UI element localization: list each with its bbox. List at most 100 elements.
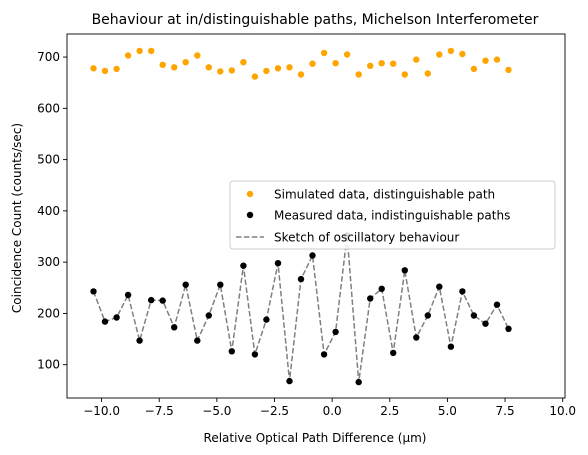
legend-marker-simulated	[246, 190, 254, 198]
simulated-point	[263, 67, 270, 75]
measured-point	[332, 328, 339, 336]
simulated-point	[367, 62, 374, 69]
measured-point	[309, 252, 316, 259]
measured-point	[355, 378, 362, 386]
simulated-point	[401, 71, 408, 78]
measured-point	[263, 316, 270, 323]
simulated-point	[378, 60, 385, 67]
measured-point	[413, 334, 420, 341]
legend-label: Measured data, indistinguishable paths	[274, 209, 510, 223]
measured-point	[378, 285, 385, 292]
measured-point	[194, 337, 201, 344]
measured-point	[124, 291, 132, 299]
measured-point	[274, 260, 282, 267]
measured-point	[113, 314, 120, 321]
simulated-point	[113, 65, 120, 73]
simulated-point	[436, 51, 443, 58]
simulated-point	[355, 71, 362, 78]
simulated-point	[286, 64, 293, 71]
y-tick-label: 500	[37, 153, 60, 167]
legend-box	[229, 180, 556, 250]
measured-point	[228, 348, 235, 355]
legend-label: Simulated data, distinguishable path	[274, 188, 495, 202]
x-tick-label: −10.0	[83, 404, 120, 418]
x-tick-label: 0.0	[323, 404, 342, 418]
measured-point	[90, 288, 97, 295]
y-tick-label: 600	[37, 101, 60, 115]
simulated-point	[390, 60, 397, 67]
x-tick-label: −2.5	[260, 404, 289, 418]
measured-point	[470, 312, 478, 319]
measured-point	[505, 325, 512, 332]
measured-point	[482, 320, 489, 327]
simulated-point	[90, 65, 97, 72]
simulated-point	[136, 47, 143, 55]
simulated-point	[320, 49, 328, 57]
measured-point	[493, 301, 501, 308]
measured-point	[251, 351, 259, 358]
simulated-point	[148, 47, 155, 55]
measured-point	[217, 281, 224, 288]
measured-point	[447, 343, 455, 350]
x-tick-label: 5.0	[438, 404, 457, 418]
x-tick-label: −5.0	[202, 404, 231, 418]
y-tick-label: 300	[37, 255, 60, 269]
measured-point	[459, 288, 466, 295]
simulated-point	[240, 59, 247, 66]
plot-area	[90, 47, 512, 386]
simulated-point	[101, 67, 109, 75]
x-axis-label: Relative Optical Path Difference (µm)	[204, 431, 427, 445]
measured-point	[401, 267, 408, 274]
x-tick-label: 7.5	[496, 404, 515, 418]
chart-title: Behaviour at in/distinguishable paths, M…	[92, 12, 539, 28]
legend-label: Sketch of oscillatory behaviour	[274, 231, 459, 245]
measured-point	[159, 297, 166, 304]
simulated-point	[332, 60, 339, 67]
x-tick-label: −7.5	[145, 404, 174, 418]
simulated-point	[424, 70, 431, 77]
axes: −10.0 −7.5 −5.0 −2.5 0.0 2.5 5.0 7.5 10.0 100 200 3…	[37, 33, 576, 418]
simulated-point	[413, 56, 420, 63]
y-tick-label: 200	[37, 306, 60, 320]
y-tick-label: 700	[37, 50, 60, 64]
measured-point	[436, 283, 443, 290]
simulated-point	[343, 51, 351, 58]
simulated-point	[482, 57, 489, 64]
simulated-point	[505, 66, 512, 74]
measured-point	[136, 337, 143, 344]
x-tick-label: 10.0	[549, 404, 576, 418]
simulated-point	[447, 47, 455, 55]
simulated-point	[309, 60, 316, 67]
simulated-point	[171, 64, 178, 71]
simulated-point	[228, 67, 235, 74]
legend: Simulated data, distinguishable path Meas…	[229, 180, 556, 250]
measured-point	[101, 318, 109, 325]
simulated-point	[194, 52, 201, 59]
simulated-point	[124, 52, 132, 59]
measured-point	[171, 324, 178, 331]
measured-point	[367, 295, 374, 302]
measured-point	[424, 312, 431, 319]
measured-point	[182, 281, 189, 288]
measured-point	[390, 349, 397, 357]
measured-point	[297, 275, 305, 283]
sketch-line	[92, 235, 510, 383]
measured-point	[205, 312, 212, 319]
simulated-point	[182, 59, 189, 66]
simulated-point	[251, 73, 259, 80]
simulated-point	[159, 61, 166, 68]
y-tick-label: 100	[37, 358, 60, 372]
simulated-point	[493, 56, 501, 63]
y-axis-label: Coincidence Count (counts/sec)	[10, 123, 24, 313]
simulated-point	[274, 65, 282, 72]
simulated-point	[297, 71, 305, 78]
simulated-point	[470, 65, 478, 73]
axes-frame	[66, 33, 566, 399]
legend-marker-measured	[246, 211, 254, 219]
simulated-point	[217, 68, 224, 75]
simulated-point	[459, 50, 466, 58]
simulated-point	[205, 64, 212, 71]
measured-point	[148, 296, 155, 304]
y-tick-label: 400	[37, 204, 60, 218]
